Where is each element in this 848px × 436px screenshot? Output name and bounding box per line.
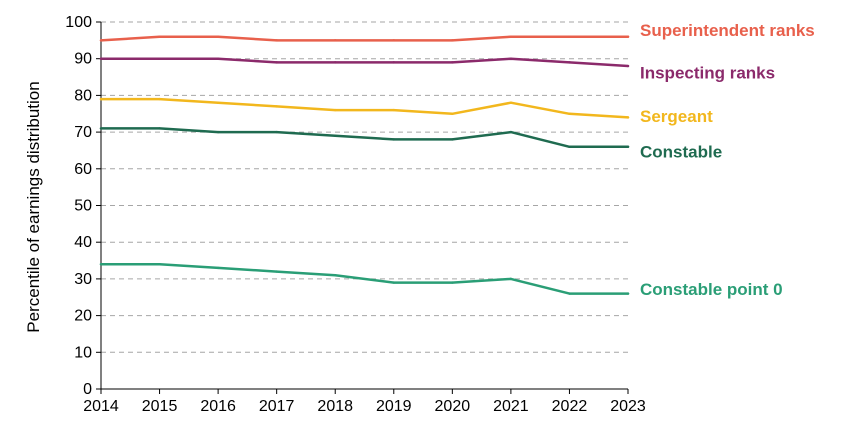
data-point-inspecting-ranks [509, 57, 513, 60]
data-point-sergeant [216, 101, 220, 104]
series-label-constable-point-0: Constable point 0 [640, 280, 783, 299]
y-tick-label: 60 [74, 161, 92, 178]
x-tick-label: 2019 [376, 398, 412, 415]
x-tick-label: 2021 [493, 398, 529, 415]
series-label-constable: Constable [640, 142, 722, 161]
y-tick-label: 0 [83, 381, 92, 398]
data-point-constable [216, 130, 220, 134]
data-point-sergeant [99, 97, 103, 101]
data-point-constable [509, 130, 513, 134]
y-axis-title: Percentile of earnings distribution [24, 81, 43, 332]
x-tick-label: 2017 [259, 398, 295, 415]
data-point-superintendent-ranks [626, 35, 630, 38]
data-point-sergeant [275, 105, 278, 108]
x-tick-label: 2018 [317, 398, 353, 415]
y-tick-labels: 0 10 20 30 40 50 60 70 80 90 100 [65, 14, 92, 398]
y-tick-label: 70 [74, 124, 92, 141]
series-line-inspecting-ranks [99, 57, 630, 68]
axes [96, 21, 629, 394]
data-point-superintendent-ranks [568, 35, 571, 38]
x-tick-label: 2022 [552, 398, 588, 415]
data-point-constable-point-0 [626, 292, 630, 295]
y-tick-label: 40 [74, 234, 92, 251]
data-point-inspecting-ranks [99, 57, 103, 60]
data-point-constable [334, 134, 337, 137]
y-tick-label: 50 [74, 198, 92, 215]
data-point-sergeant [158, 97, 161, 101]
data-point-sergeant [392, 108, 395, 112]
y-tick-label: 90 [74, 51, 92, 68]
x-tick-label: 2020 [435, 398, 471, 415]
x-tick-labels: 2014 2015 2016 2017 2018 2019 2020 2021 2022 2023 [83, 398, 646, 415]
x-tick-label: 2016 [200, 398, 236, 415]
data-point-constable-point-0 [509, 277, 513, 281]
data-point-constable-point-0 [275, 270, 278, 273]
series-label-superintendent-ranks: Superintendent ranks [640, 21, 815, 40]
y-tick-label: 20 [74, 308, 92, 325]
x-tick-label: 2023 [610, 398, 646, 415]
data-point-sergeant [451, 112, 454, 115]
data-point-constable-point-0 [216, 266, 220, 270]
series-line-constable-point-0 [99, 262, 630, 295]
series-line-superintendent-ranks [99, 35, 630, 42]
data-point-constable [392, 138, 395, 141]
data-point-inspecting-ranks [334, 61, 337, 64]
data-point-constable [158, 127, 161, 130]
series-line-sergeant [99, 97, 630, 119]
gridlines [101, 21, 628, 353]
series-label-sergeant: Sergeant [640, 107, 713, 126]
y-tick-label: 80 [74, 87, 92, 104]
data-point-constable [568, 145, 571, 148]
data-point-inspecting-ranks [451, 61, 454, 64]
data-point-inspecting-ranks [392, 61, 395, 64]
data-point-superintendent-ranks [392, 39, 395, 42]
data-point-constable [451, 138, 454, 141]
data-point-constable [626, 145, 630, 148]
data-point-inspecting-ranks [158, 57, 161, 60]
data-point-superintendent-ranks [99, 39, 103, 42]
data-point-constable-point-0 [99, 263, 103, 266]
y-tick-label: 30 [74, 271, 92, 288]
data-point-constable-point-0 [568, 292, 571, 295]
series-line-constable [99, 127, 630, 149]
data-point-superintendent-ranks [451, 39, 454, 42]
data-point-inspecting-ranks [626, 64, 630, 68]
data-point-superintendent-ranks [334, 39, 337, 42]
data-point-inspecting-ranks [568, 61, 571, 64]
data-point-constable-point-0 [158, 263, 161, 266]
data-point-constable-point-0 [392, 281, 395, 284]
series-labels: Superintendent ranks Inspecting ranks Serg… [640, 21, 815, 299]
series-label-inspecting-ranks: Inspecting ranks [640, 64, 775, 83]
series-lines [99, 35, 630, 295]
x-tick-label: 2014 [83, 398, 119, 415]
data-point-constable [275, 130, 278, 134]
data-point-superintendent-ranks [509, 35, 513, 38]
x-tick-label: 2015 [142, 398, 178, 415]
data-point-superintendent-ranks [275, 39, 278, 42]
data-point-constable-point-0 [334, 274, 337, 277]
data-point-superintendent-ranks [216, 35, 220, 38]
y-tick-label: 10 [74, 344, 92, 361]
data-point-sergeant [626, 116, 630, 119]
data-point-sergeant [568, 112, 571, 115]
data-point-inspecting-ranks [216, 57, 220, 60]
data-point-constable-point-0 [451, 281, 454, 284]
data-point-superintendent-ranks [158, 35, 161, 38]
data-point-sergeant [509, 101, 513, 104]
data-point-inspecting-ranks [275, 61, 278, 64]
y-tick-label: 100 [65, 14, 92, 31]
data-point-constable [99, 127, 103, 130]
data-point-sergeant [334, 108, 337, 112]
